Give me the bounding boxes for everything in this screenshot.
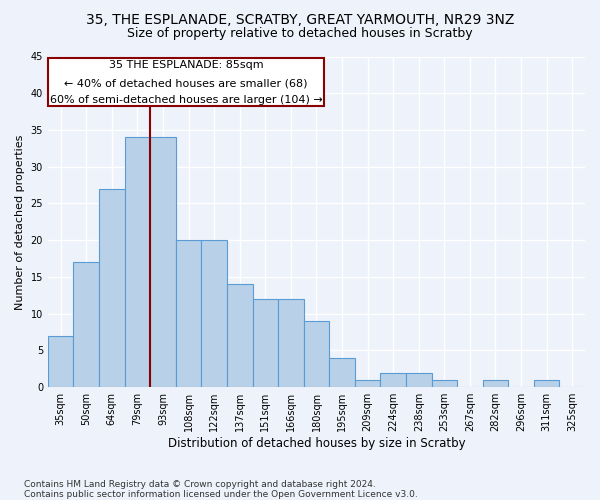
Text: 60% of semi-detached houses are larger (104) →: 60% of semi-detached houses are larger (… xyxy=(50,95,322,105)
Text: Size of property relative to detached houses in Scratby: Size of property relative to detached ho… xyxy=(127,28,473,40)
Y-axis label: Number of detached properties: Number of detached properties xyxy=(15,134,25,310)
Bar xyxy=(253,299,278,387)
Bar xyxy=(150,138,176,387)
Bar xyxy=(202,240,227,387)
Bar xyxy=(125,138,150,387)
Bar xyxy=(329,358,355,387)
Bar xyxy=(48,336,73,387)
Bar xyxy=(278,299,304,387)
Bar xyxy=(99,189,125,387)
Bar xyxy=(176,240,202,387)
Bar xyxy=(73,262,99,387)
Text: 35, THE ESPLANADE, SCRATBY, GREAT YARMOUTH, NR29 3NZ: 35, THE ESPLANADE, SCRATBY, GREAT YARMOU… xyxy=(86,12,514,26)
Text: Contains HM Land Registry data © Crown copyright and database right 2024.: Contains HM Land Registry data © Crown c… xyxy=(24,480,376,489)
Text: 35 THE ESPLANADE: 85sqm: 35 THE ESPLANADE: 85sqm xyxy=(109,60,263,70)
Bar xyxy=(227,284,253,387)
Bar xyxy=(304,321,329,387)
Text: Contains public sector information licensed under the Open Government Licence v3: Contains public sector information licen… xyxy=(24,490,418,499)
Bar xyxy=(482,380,508,387)
Text: ← 40% of detached houses are smaller (68): ← 40% of detached houses are smaller (68… xyxy=(64,78,308,88)
Bar xyxy=(431,380,457,387)
FancyBboxPatch shape xyxy=(48,58,324,106)
Bar xyxy=(355,380,380,387)
Bar xyxy=(534,380,559,387)
X-axis label: Distribution of detached houses by size in Scratby: Distribution of detached houses by size … xyxy=(167,437,465,450)
Bar xyxy=(380,372,406,387)
Bar xyxy=(406,372,431,387)
